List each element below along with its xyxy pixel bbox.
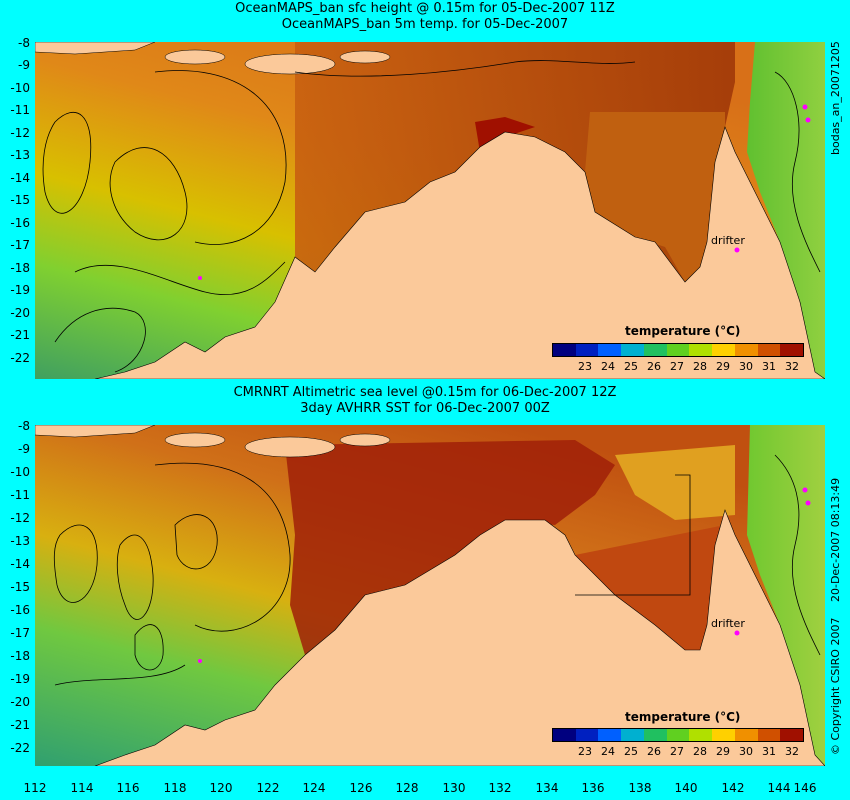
top-title-line1: OceanMAPS_ban sfc height @ 0.15m for 05-… — [235, 1, 615, 16]
bottom-map-panel: drifter temperature (°C) 23 24 25 26 27 … — [35, 425, 825, 766]
top-colorbar — [552, 343, 804, 357]
top-side-label: bodas_an_20071205 — [829, 41, 842, 155]
bottom-title-line1: CMRNRT Altimetric sea level @0.15m for 0… — [233, 385, 617, 400]
bottom-drifter-label: drifter — [711, 617, 745, 630]
top-drifter-label: drifter — [711, 234, 745, 247]
bottom-side-timestamp: 20-Dec-2007 08:13:49 — [829, 477, 842, 602]
top-map-panel: drifter temperature (°C) 23 24 25 26 27 … — [35, 42, 825, 379]
bottom-title-line2: 3day AVHRR SST for 06-Dec-2007 00Z — [300, 401, 550, 416]
bottom-colorbar — [552, 728, 804, 742]
top-colorbar-title: temperature (°C) — [625, 324, 741, 338]
top-title-line2: OceanMAPS_ban 5m temp. for 05-Dec-2007 — [281, 17, 569, 32]
bottom-sst-field — [35, 425, 825, 766]
bottom-copyright: © Copyright CSIRO 2007 — [829, 617, 842, 755]
top-sst-field — [35, 42, 825, 379]
bottom-colorbar-title: temperature (°C) — [625, 710, 741, 724]
